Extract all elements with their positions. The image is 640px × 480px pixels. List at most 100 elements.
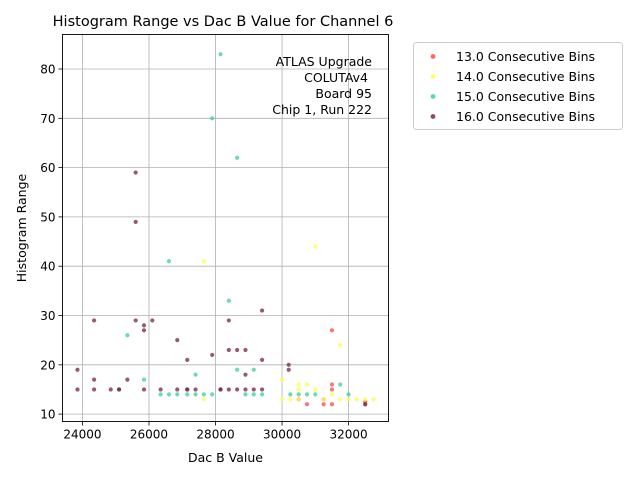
- data-point: [338, 342, 343, 348]
- annotation-line-2: COLUTAv4: [304, 70, 368, 85]
- data-point: [259, 387, 265, 392]
- data-point: [251, 392, 256, 397]
- data-point: [304, 392, 310, 397]
- data-point: [218, 52, 223, 57]
- y-tick-label: 70: [40, 112, 55, 126]
- data-point: [175, 387, 180, 392]
- series-4: [75, 170, 368, 407]
- data-point: [329, 402, 335, 407]
- data-point: [226, 347, 231, 353]
- data-point: [288, 397, 293, 402]
- legend-marker: [430, 94, 436, 99]
- data-point: [141, 387, 147, 392]
- data-point: [175, 338, 180, 343]
- data-point: [259, 357, 265, 362]
- x-tick-label: 28000: [196, 428, 234, 442]
- data-point: [226, 318, 231, 323]
- data-point: [329, 387, 335, 392]
- x-tick-label: 24000: [63, 428, 101, 442]
- data-point: [210, 392, 215, 397]
- data-point: [201, 259, 206, 264]
- data-point: [201, 392, 206, 397]
- legend-label: 15.0 Consecutive Bins: [456, 89, 595, 104]
- data-point: [235, 347, 240, 353]
- data-point: [243, 392, 248, 397]
- data-point: [286, 367, 291, 372]
- x-tick-label: 32000: [329, 428, 367, 442]
- annotation: ATLAS Upgrade COLUTAv4 Board 95 Chip 1, …: [272, 54, 372, 117]
- data-point: [243, 372, 248, 377]
- x-axis-label: Dac B Value: [188, 450, 263, 465]
- data-point: [279, 377, 285, 382]
- data-point: [125, 333, 130, 338]
- data-point: [243, 347, 248, 353]
- data-point: [175, 392, 180, 397]
- data-point: [259, 392, 265, 397]
- x-tick-label: 30000: [263, 428, 301, 442]
- data-point: [346, 392, 351, 397]
- y-tick-label: 80: [40, 63, 55, 77]
- legend-marker: [430, 54, 436, 59]
- data-point: [329, 328, 335, 333]
- plot-frame: [62, 34, 389, 422]
- data-point: [75, 387, 80, 392]
- series-2: [201, 244, 376, 402]
- x-axis-ticks: 24000 26000 28000 30000 32000: [63, 421, 368, 442]
- data-point: [243, 387, 248, 392]
- data-point: [185, 392, 190, 397]
- data-point: [363, 397, 368, 402]
- data-point: [166, 259, 172, 264]
- data-point: [235, 367, 240, 372]
- data-point: [321, 402, 326, 407]
- data-point: [235, 155, 240, 160]
- data-point: [226, 387, 231, 392]
- y-tick-label: 40: [40, 260, 55, 274]
- legend-marker: [430, 74, 436, 79]
- data-point: [286, 362, 291, 367]
- data-point: [92, 318, 97, 323]
- data-point: [304, 402, 310, 407]
- data-point: [141, 323, 147, 328]
- data-point: [125, 377, 130, 382]
- y-tick-label: 60: [40, 161, 55, 175]
- y-tick-label: 20: [40, 358, 55, 372]
- data-point: [279, 397, 285, 402]
- data-point: [210, 352, 215, 358]
- data-point: [296, 382, 301, 387]
- data-point: [141, 328, 147, 333]
- data-point: [296, 387, 301, 392]
- data-point: [363, 402, 368, 407]
- data-point: [108, 387, 113, 392]
- data-point: [259, 308, 265, 313]
- data-point: [321, 397, 326, 402]
- data-points: [75, 52, 376, 407]
- legend-label: 14.0 Consecutive Bins: [456, 69, 595, 84]
- data-point: [371, 397, 376, 402]
- data-point: [193, 372, 198, 377]
- series-3: [125, 52, 351, 397]
- data-point: [92, 387, 97, 392]
- data-point: [75, 367, 80, 372]
- data-point: [251, 387, 256, 392]
- annotation-line-4: Chip 1, Run 222: [272, 102, 372, 117]
- data-point: [235, 387, 240, 392]
- data-point: [288, 392, 293, 397]
- data-point: [313, 244, 318, 249]
- data-point: [133, 318, 138, 323]
- data-point: [201, 397, 206, 402]
- y-axis-ticks: 10 20 30 40 50 60 70 80: [40, 63, 63, 422]
- data-point: [210, 116, 215, 121]
- y-axis-label: Histogram Range: [14, 173, 29, 282]
- data-point: [133, 170, 138, 175]
- data-point: [251, 367, 256, 372]
- data-point: [296, 392, 301, 397]
- legend-marker: [430, 114, 436, 119]
- annotation-line-3: Board 95: [315, 86, 372, 101]
- legend-label: 13.0 Consecutive Bins: [456, 49, 595, 64]
- y-tick-label: 30: [40, 309, 55, 323]
- data-point: [313, 392, 318, 397]
- data-point: [185, 387, 190, 392]
- data-point: [304, 382, 310, 387]
- data-point: [133, 219, 138, 224]
